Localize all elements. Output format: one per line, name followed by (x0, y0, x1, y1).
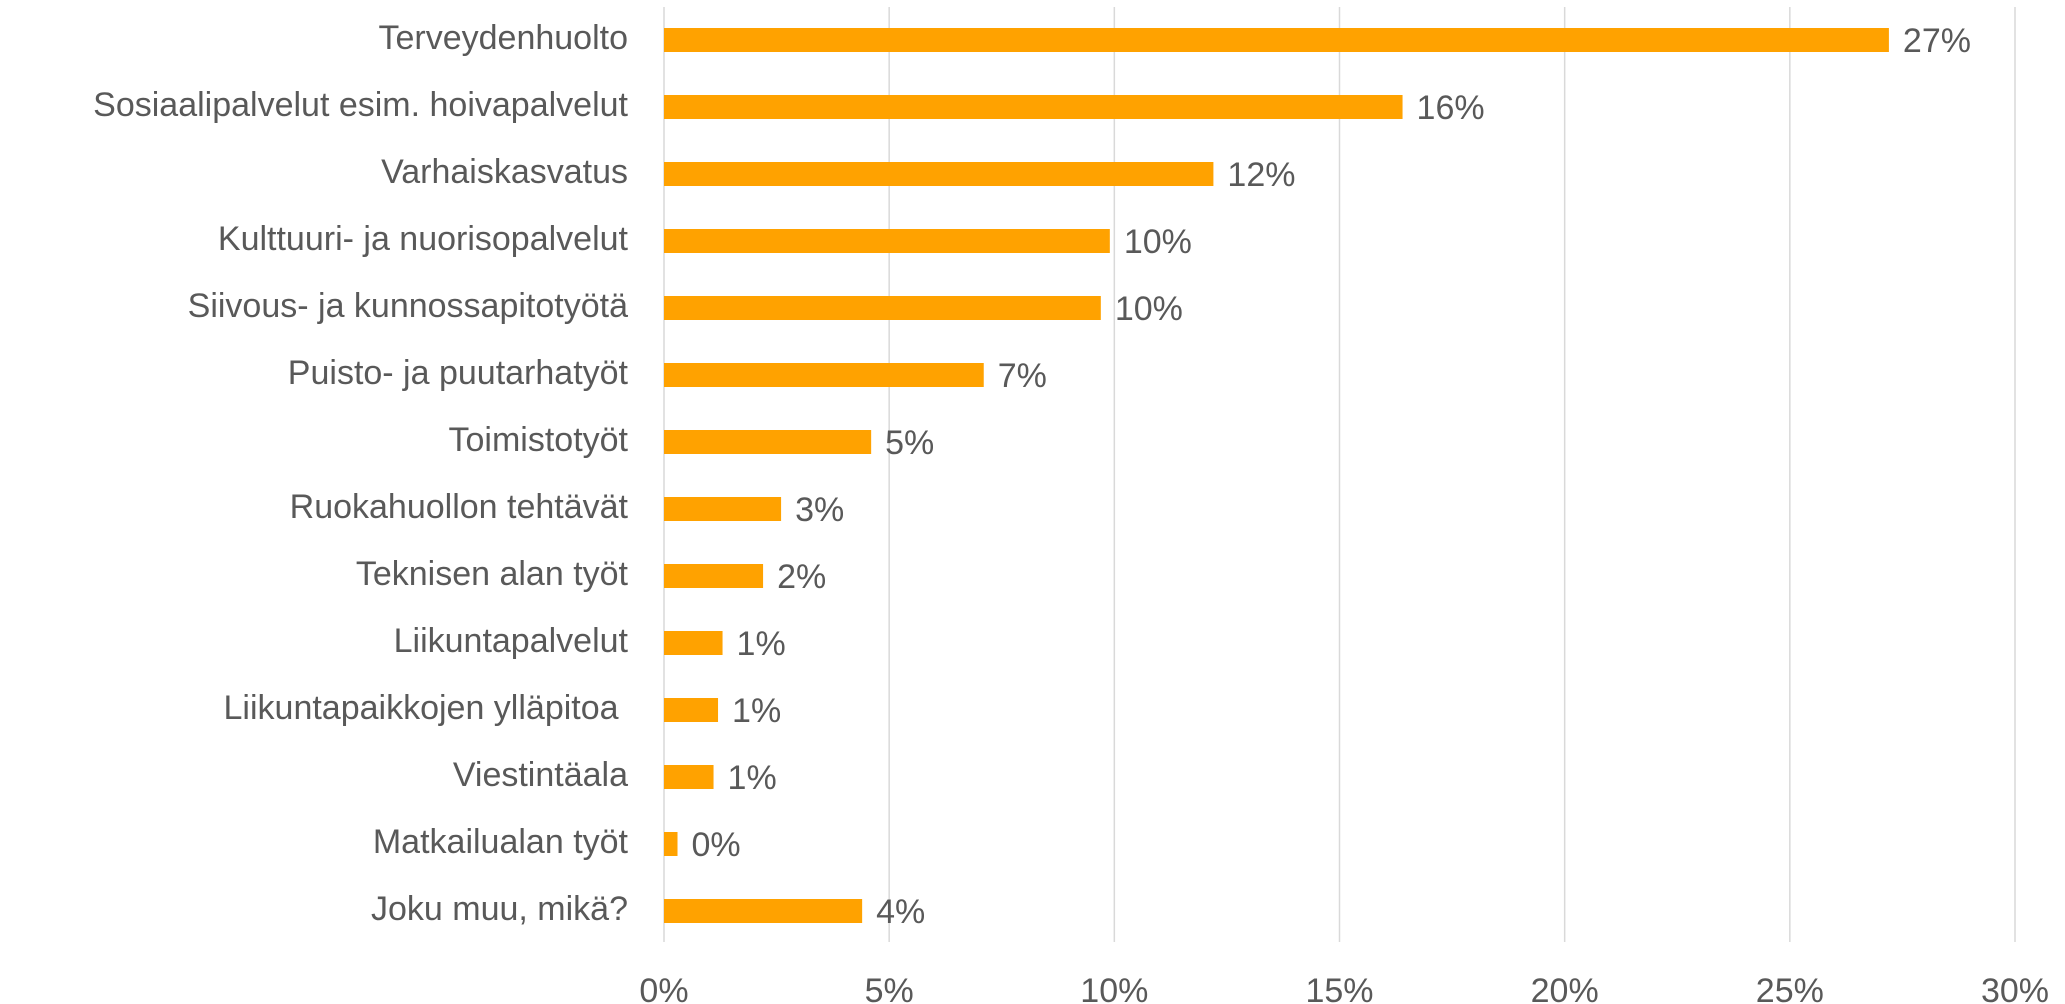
data-label: 0% (692, 826, 741, 864)
data-label: 10% (1115, 290, 1183, 328)
bar (664, 765, 714, 789)
x-tick-label: 15% (1305, 972, 1373, 1004)
data-label: 4% (876, 893, 925, 931)
bar (664, 28, 1889, 52)
y-tick-label: Siivous- ja kunnossapitotyötä (188, 287, 628, 325)
x-tick-label: 25% (1756, 972, 1824, 1004)
bar (664, 229, 1110, 253)
y-tick-label: Liikuntapaikkojen ylläpitoa (224, 689, 628, 727)
x-tick-label: 10% (1080, 972, 1148, 1004)
y-tick-label: Liikuntapalvelut (394, 622, 629, 660)
y-tick-label: Toimistotyöt (449, 421, 629, 459)
data-label: 7% (998, 357, 1047, 395)
bar (664, 564, 764, 588)
x-tick-label: 20% (1531, 972, 1599, 1004)
data-label: 10% (1124, 223, 1192, 261)
bar (664, 430, 872, 454)
x-tick-label: 5% (865, 972, 914, 1004)
y-tick-label: Puisto- ja puutarhatyöt (288, 354, 629, 392)
data-label: 1% (728, 759, 777, 797)
y-tick-label: Sosiaalipalvelut esim. hoivapalvelut (93, 86, 628, 124)
y-tick-label: Viestintäala (453, 756, 628, 794)
bar (664, 698, 719, 722)
x-tick-label: 30% (1981, 972, 2049, 1004)
bar (664, 497, 782, 521)
y-tick-label: Kulttuuri- ja nuorisopalvelut (218, 220, 629, 258)
bar (664, 899, 863, 923)
y-tick-label: Terveydenhuolto (378, 19, 628, 57)
y-tick-label: Joku muu, mikä? (371, 890, 628, 928)
data-label: 16% (1417, 89, 1485, 127)
y-tick-label: Ruokahuollon tehtävät (290, 488, 629, 526)
data-label: 1% (732, 692, 781, 730)
y-tick-label: Varhaiskasvatus (381, 153, 628, 191)
y-tick-label: Teknisen alan työt (356, 555, 629, 593)
data-label: 5% (885, 424, 934, 462)
data-label: 3% (795, 491, 844, 529)
data-label: 1% (737, 625, 786, 663)
bar (664, 162, 1214, 186)
data-label: 12% (1227, 156, 1295, 194)
x-tick-label: 0% (639, 972, 688, 1004)
data-label: 27% (1903, 22, 1971, 60)
bar (664, 95, 1403, 119)
data-label: 2% (777, 558, 826, 596)
bar (664, 296, 1101, 320)
bar (664, 363, 984, 387)
y-tick-label: Matkailualan työt (373, 823, 629, 861)
bar (664, 631, 723, 655)
bar (664, 832, 678, 856)
